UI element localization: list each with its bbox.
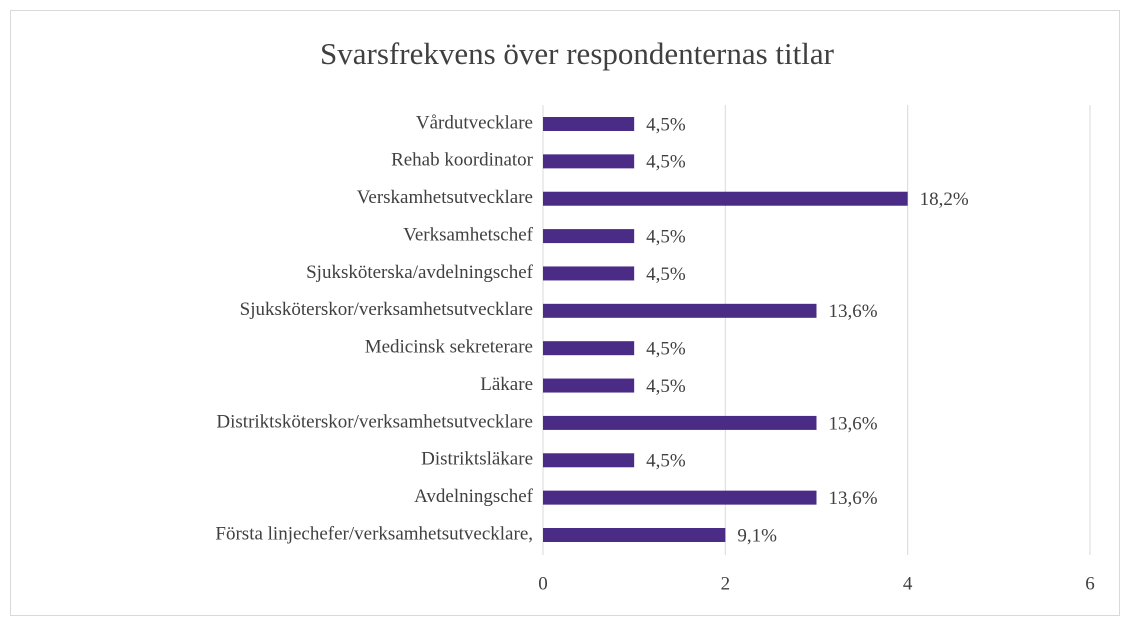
bar	[543, 453, 635, 468]
y-tick-label: Rehab koordinator	[391, 150, 534, 171]
bar	[543, 303, 817, 318]
y-tick-label: Läkare	[480, 374, 533, 395]
y-tick-label: Sjuksköterska/avdelningschef	[306, 262, 534, 283]
bar	[543, 378, 635, 393]
bar	[543, 117, 635, 131]
value-label: 13,6%	[829, 413, 878, 434]
bar	[543, 490, 817, 505]
bar	[543, 528, 726, 542]
x-tick-label: 0	[538, 573, 548, 594]
bar	[543, 341, 635, 356]
y-tick-label: Verskamhetsutvecklare	[357, 187, 533, 208]
bar	[543, 154, 635, 169]
bar	[543, 229, 635, 244]
y-tick-label: Distriktsköterskor/verksamhetsutvecklare	[216, 411, 533, 432]
value-label: 13,6%	[829, 301, 878, 322]
bar	[543, 266, 635, 281]
y-tick-label: Medicinsk sekreterare	[365, 337, 533, 358]
value-label: 4,5%	[646, 226, 686, 247]
value-label: 13,6%	[829, 488, 878, 509]
value-label: 4,5%	[646, 376, 686, 397]
value-label: 9,1%	[737, 525, 777, 546]
value-label: 4,5%	[646, 152, 686, 173]
value-label: 4,5%	[646, 114, 686, 135]
value-label: 18,2%	[920, 189, 969, 210]
value-label: 4,5%	[646, 264, 686, 285]
bar	[543, 415, 817, 430]
y-tick-label: Första linjechefer/verksamhetsutvecklare…	[215, 523, 533, 544]
bar	[543, 191, 908, 206]
x-tick-label: 4	[903, 573, 913, 594]
y-tick-label: Vårdutvecklare	[416, 112, 533, 133]
y-tick-label: Avdelningschef	[414, 486, 534, 507]
y-tick-label: Sjuksköterskor/verksamhetsutvecklare	[240, 299, 533, 320]
y-tick-label: Verksamhetschef	[403, 224, 533, 245]
x-tick-label: 2	[721, 573, 731, 594]
x-tick-label: 6	[1085, 573, 1095, 594]
value-label: 4,5%	[646, 339, 686, 360]
y-tick-label: Distriktsläkare	[421, 449, 533, 470]
chart-title: Svarsfrekvens över respondenternas titla…	[320, 36, 835, 71]
value-label: 4,5%	[646, 451, 686, 472]
